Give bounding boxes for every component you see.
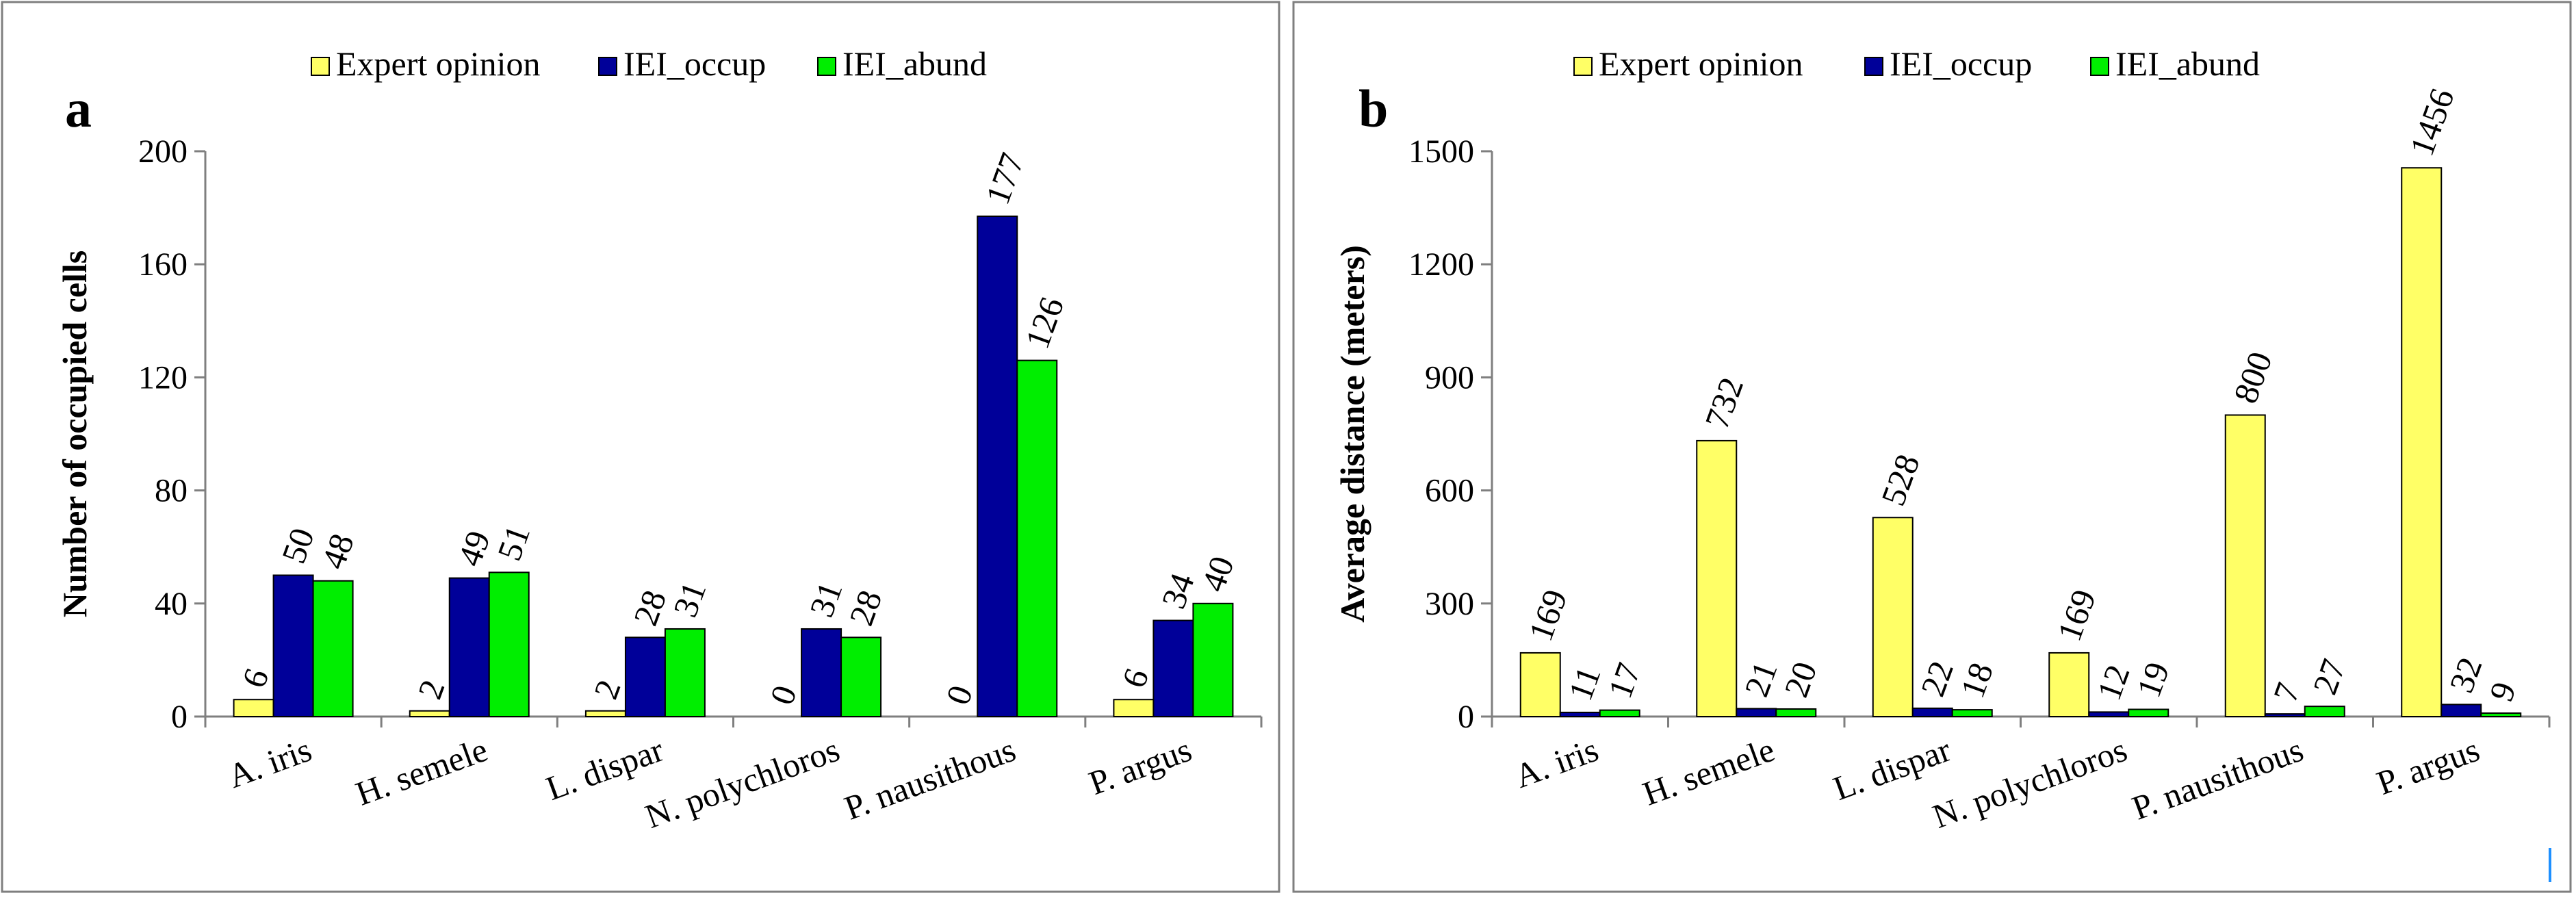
bar	[1599, 709, 1640, 718]
y-tick-label: 0	[1458, 699, 1474, 735]
bar	[1951, 709, 1993, 718]
bar	[2440, 704, 2482, 717]
y-axis-label: Average distance (meters)	[1333, 245, 1371, 623]
y-tick-label: 160	[138, 246, 188, 283]
bar	[1559, 711, 1601, 717]
y-tick-label: 300	[1425, 586, 1474, 622]
bar	[233, 699, 274, 717]
y-tick-label: 80	[155, 473, 188, 509]
y-tick-label: 0	[171, 699, 188, 735]
bar	[2048, 652, 2090, 717]
bar	[1519, 652, 1561, 717]
legend-swatch	[311, 57, 330, 76]
legend-swatch	[1573, 57, 1593, 76]
bar	[840, 636, 882, 717]
legend: Expert opinion IEI_occup IEI_abund	[1573, 44, 2260, 83]
bar	[448, 577, 490, 717]
bar	[488, 571, 530, 717]
panel-frame	[1292, 1, 2572, 893]
bar	[1736, 708, 1777, 718]
bar	[584, 710, 626, 717]
legend-label: IEI_abund	[2115, 44, 2260, 83]
bar	[1192, 602, 1234, 717]
legend-swatch	[817, 57, 836, 76]
bar	[409, 710, 450, 717]
bar	[801, 628, 842, 717]
bar	[2224, 414, 2266, 717]
legend-label: IEI_occup	[623, 44, 766, 83]
bar	[1911, 707, 1953, 718]
legend: Expert opinion IEI_occup IEI_abund	[311, 44, 987, 83]
bar	[2304, 706, 2345, 717]
panel-label: a	[65, 79, 92, 138]
y-tick-label: 1500	[1408, 133, 1474, 170]
panel-label: b	[1358, 79, 1388, 138]
bar	[2264, 713, 2306, 718]
y-tick-label: 900	[1425, 359, 1474, 396]
bar	[1113, 699, 1155, 717]
bar	[1152, 619, 1194, 718]
corner-marker	[2549, 848, 2551, 882]
y-tick-label: 40	[155, 586, 188, 622]
legend-item-2: IEI_occup	[1864, 44, 2032, 83]
legend-label: Expert opinion	[1599, 44, 1803, 83]
y-axis-label: Number of occupied cells	[55, 250, 94, 618]
bar	[2128, 708, 2169, 718]
bar	[1696, 439, 1738, 717]
bar	[2401, 167, 2443, 718]
legend-item-1: Expert opinion	[311, 44, 541, 83]
bar	[977, 215, 1018, 717]
legend-label: IEI_abund	[842, 44, 987, 83]
y-tick-label: 600	[1425, 473, 1474, 509]
bar	[624, 636, 666, 717]
legend-swatch	[2090, 57, 2109, 76]
bar	[312, 580, 354, 718]
bar	[272, 574, 314, 717]
bar	[1872, 517, 1914, 717]
legend-item-1: Expert opinion	[1573, 44, 1803, 83]
legend-item-2: IEI_occup	[598, 44, 766, 83]
bar	[1775, 708, 1817, 718]
bar	[2480, 712, 2522, 717]
bar	[664, 628, 706, 717]
legend-item-3: IEI_abund	[2090, 44, 2260, 83]
legend-label: IEI_occup	[1890, 44, 2032, 83]
legend-swatch	[598, 57, 617, 76]
y-tick-label: 120	[138, 359, 188, 396]
legend-item-3: IEI_abund	[817, 44, 987, 83]
bar	[1016, 359, 1058, 717]
bar	[2088, 711, 2130, 717]
legend-swatch	[1864, 57, 1883, 76]
panel-frame	[1, 1, 1280, 893]
y-tick-label: 200	[138, 133, 188, 170]
y-tick-label: 1200	[1408, 246, 1474, 283]
legend-label: Expert opinion	[336, 44, 541, 83]
